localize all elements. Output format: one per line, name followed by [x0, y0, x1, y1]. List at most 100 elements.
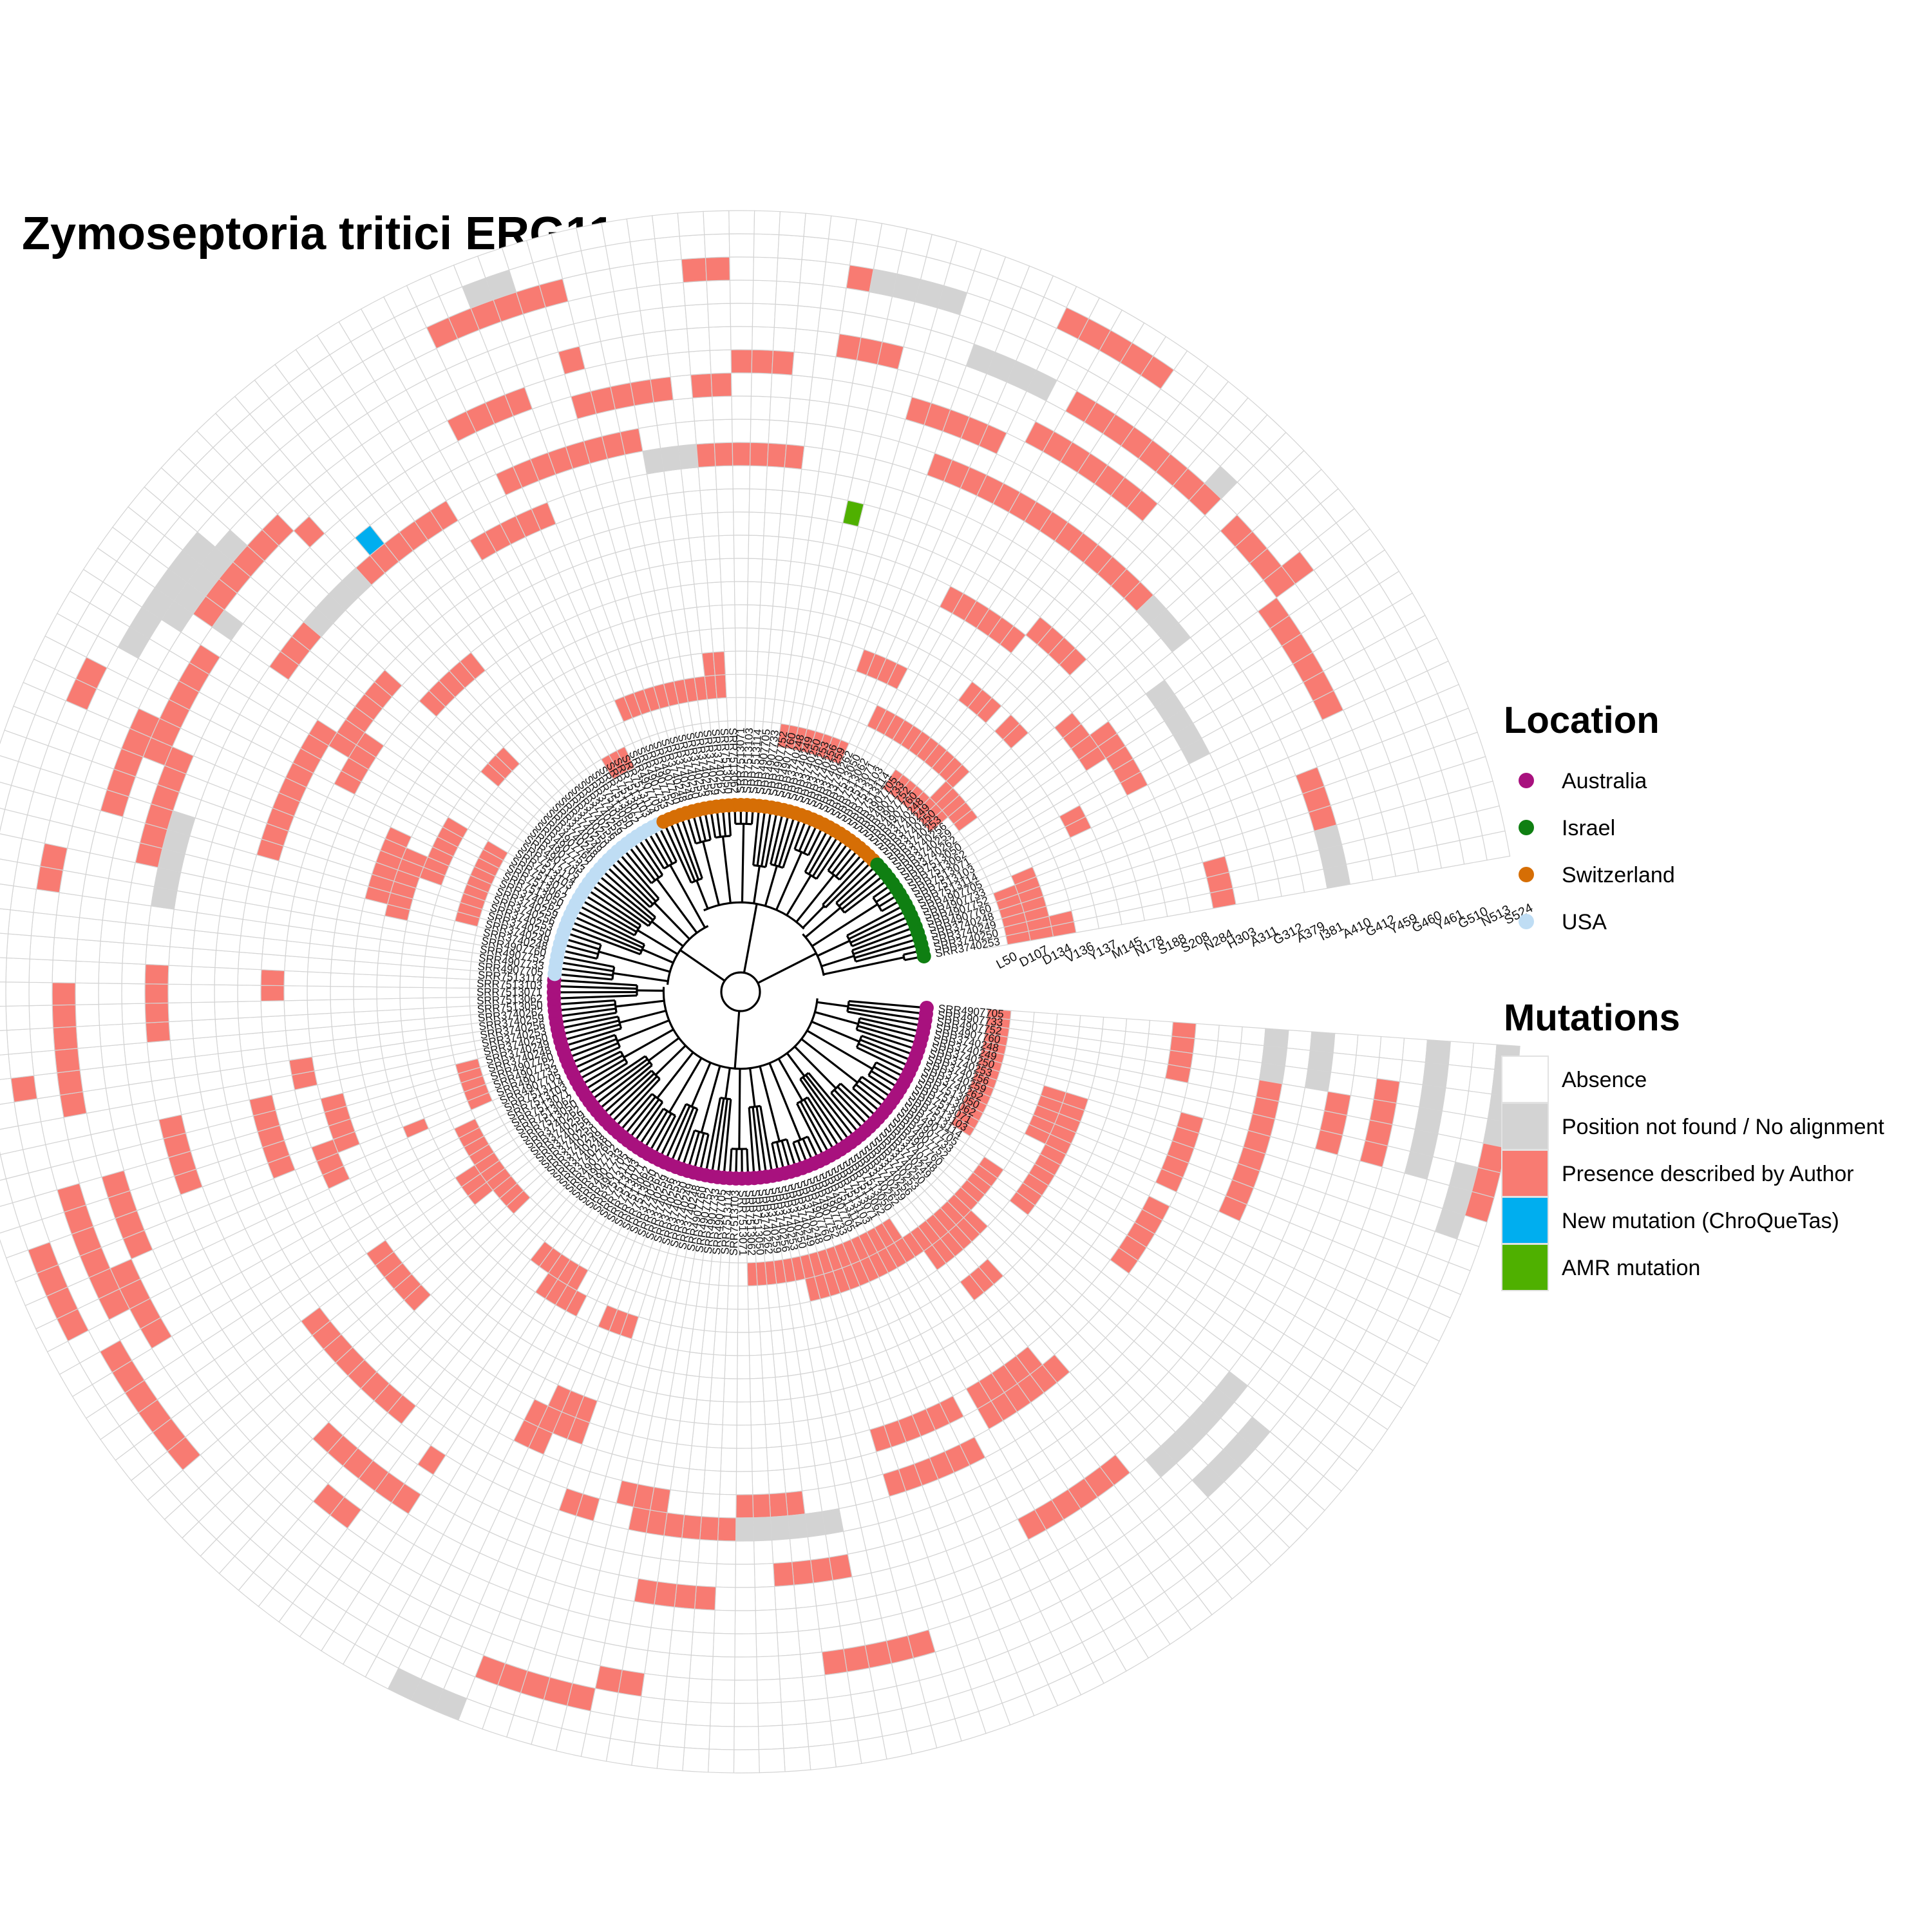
tree-branch [581, 892, 639, 930]
heatmap-cell [1399, 1059, 1426, 1086]
tree-branch [700, 1065, 721, 1133]
tree-branch [844, 878, 890, 914]
heatmap-cell [1448, 1041, 1474, 1068]
tree-branch [848, 1003, 927, 1016]
tree-branch [756, 806, 766, 866]
heatmap-cell [731, 395, 752, 420]
heatmap-cell [708, 605, 724, 630]
heatmap-cell [1391, 849, 1419, 877]
heatmap-cell [748, 535, 764, 560]
heatmap-cell [748, 488, 767, 513]
heatmap-cell [400, 1008, 425, 1021]
heatmap-cell [99, 1023, 125, 1047]
tree-branch [668, 819, 696, 882]
tree-branch [835, 864, 878, 904]
tree-branch [802, 905, 825, 929]
heatmap-cell [714, 674, 727, 699]
heatmap-cell [146, 1039, 173, 1063]
heatmap-cell [665, 328, 690, 355]
heatmap-cell [307, 957, 332, 974]
tree-branch [772, 1138, 788, 1144]
heatmap-cell [261, 1015, 287, 1034]
tree-branch [569, 914, 643, 949]
heatmap-cell [10, 885, 37, 913]
tree-branch [775, 851, 803, 911]
heatmap-cell [10, 1075, 38, 1103]
heatmap-cell [786, 421, 808, 447]
heatmap-cell [307, 985, 331, 1001]
tree-branch [861, 1034, 917, 1057]
heatmap-cell [100, 1044, 127, 1068]
heatmap-cell [815, 1602, 840, 1630]
heatmap-cell [744, 697, 756, 722]
tree-branch [637, 929, 678, 955]
tree-branch [627, 1099, 660, 1142]
heatmap-cell [768, 419, 789, 445]
heatmap-cell [802, 1674, 828, 1701]
heatmap-cell [28, 1005, 54, 1030]
heatmap-cell [5, 1005, 31, 1031]
heatmap-cell [675, 421, 697, 447]
heatmap-cell [29, 1027, 55, 1053]
heatmap-cell [799, 1651, 826, 1678]
heatmap-cell [307, 971, 332, 987]
heatmap-cell [144, 1002, 169, 1024]
heatmap-cell [629, 238, 658, 265]
heatmap-cell [6, 1028, 32, 1055]
tree-branch [853, 931, 918, 956]
tree-branch [658, 1103, 687, 1160]
heatmap-cell [715, 465, 734, 490]
heatmap-cell [771, 1538, 793, 1564]
heatmap-cell [746, 650, 759, 676]
heatmap-cell [28, 958, 53, 983]
tree-branch [858, 1021, 922, 1039]
tree-branch [679, 949, 726, 982]
tree-branch [741, 824, 745, 903]
heatmap-cell [714, 1586, 736, 1611]
heatmap-cell [1240, 1026, 1266, 1046]
heatmap-cell [376, 998, 401, 1012]
heatmap-cell [747, 558, 763, 583]
tree-branch [608, 1075, 658, 1126]
tree-branch [855, 943, 922, 963]
heatmap-cell [308, 1026, 334, 1043]
heatmap-cell [422, 997, 448, 1009]
heatmap-cell [661, 1698, 688, 1725]
tree-branch [622, 1095, 657, 1138]
heatmap-cell [330, 1011, 355, 1027]
heatmap-cell [662, 305, 688, 332]
heatmap-cell [354, 960, 379, 976]
heatmap-cell [5, 981, 30, 1007]
heatmap-cell [674, 1584, 697, 1609]
heatmap-cell [634, 1719, 663, 1746]
heatmap-cell [705, 1446, 723, 1472]
heatmap-cell [788, 397, 810, 424]
heatmap-cell [676, 1560, 699, 1587]
tree-branch [648, 1037, 680, 1062]
heatmap-cell [446, 987, 470, 998]
tree-branch [851, 920, 914, 947]
location-swatch [1519, 914, 1534, 929]
heatmap-cell [752, 279, 777, 305]
heatmap-cell [705, 256, 731, 281]
heatmap-cell [1356, 1034, 1382, 1058]
mutation-heatmap-rings [0, 210, 1520, 1774]
tree-branch [626, 843, 656, 881]
heatmap-cell [797, 282, 824, 308]
heatmap-cell [728, 210, 755, 234]
tree-branch [567, 920, 642, 952]
tree-branch [647, 1113, 672, 1155]
heatmap-cell [668, 1629, 694, 1656]
heatmap-cell [857, 1736, 887, 1765]
tree-branch [782, 815, 802, 869]
heatmap-cell [652, 213, 680, 240]
heatmap-cell [696, 605, 712, 631]
heatmap-cell [686, 1468, 706, 1494]
heatmap-cell [781, 1700, 807, 1726]
heatmap-cell [756, 1655, 781, 1681]
heatmap-cell [734, 581, 748, 605]
heatmap-cell [703, 1470, 721, 1495]
heatmap-cell [809, 376, 833, 403]
heatmap-cell [5, 957, 30, 983]
